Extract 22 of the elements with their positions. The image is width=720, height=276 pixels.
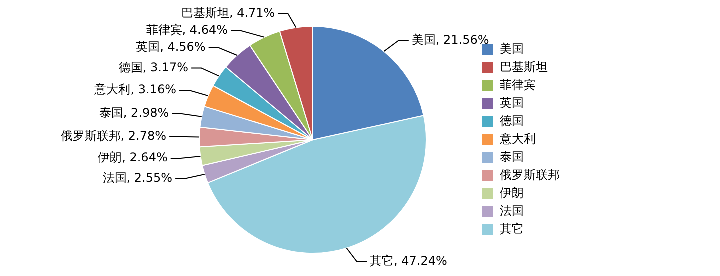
- data-label: 泰国, 2.98%: [99, 106, 170, 120]
- legend-label: 菲律宾: [500, 78, 536, 92]
- data-label: 德国, 3.17%: [118, 60, 189, 74]
- legend-label: 法国: [500, 204, 524, 218]
- legend-label: 伊朗: [500, 186, 524, 200]
- data-label: 菲律宾, 4.64%: [146, 23, 228, 38]
- legend-label: 其它: [500, 222, 524, 236]
- data-label: 法国, 2.55%: [102, 170, 173, 185]
- legend-label: 英国: [500, 96, 524, 110]
- data-label: 意大利, 3.16%: [94, 82, 176, 97]
- data-label: 其它, 47.24%: [370, 254, 448, 268]
- data-label: 美国, 21.56%: [412, 32, 490, 47]
- legend-label: 俄罗斯联邦: [500, 168, 560, 182]
- legend-label: 德国: [500, 114, 524, 128]
- data-label: 伊朗, 2.64%: [98, 150, 168, 165]
- data-label: 巴基斯坦, 4.71%: [181, 6, 276, 20]
- legend-label: 意大利: [499, 132, 536, 146]
- data-label: 俄罗斯联邦, 2.78%: [60, 129, 167, 144]
- legend-label: 巴基斯坦: [500, 60, 548, 74]
- legend-label: 美国: [500, 42, 524, 56]
- data-label: 英国, 4.56%: [136, 40, 206, 54]
- legend-label: 泰国: [500, 150, 524, 164]
